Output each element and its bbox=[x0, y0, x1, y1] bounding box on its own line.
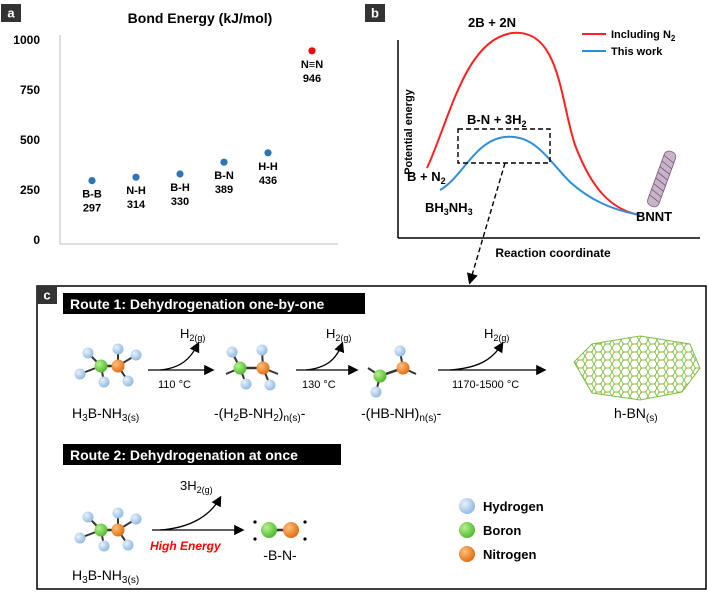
molecule-polyaminoborane bbox=[225, 344, 279, 391]
hbn-sheet-icon bbox=[573, 335, 701, 401]
h2-label-1: H2(g) bbox=[180, 326, 205, 343]
y-tick-500: 500 bbox=[20, 133, 40, 147]
panel-b-ylabel: Potential energy bbox=[403, 88, 415, 174]
transition-highlight-box bbox=[457, 128, 551, 164]
legend-hydrogen-swatch bbox=[459, 498, 475, 514]
species-hbn: h-BN(s) bbox=[614, 405, 658, 424]
route2-title-box bbox=[63, 444, 341, 465]
condition-110: 110 °C bbox=[158, 379, 191, 391]
panel-b-xlabel: Reaction coordinate bbox=[495, 246, 611, 260]
route1-title-box bbox=[63, 293, 365, 314]
h2-label-3: H2(g) bbox=[484, 326, 509, 343]
point-4 bbox=[220, 158, 228, 166]
species-h3b-nh3-route2: H3B-NH3(s) bbox=[72, 567, 139, 586]
curve-this-work bbox=[439, 135, 641, 216]
point-label-6: N≡N bbox=[301, 59, 323, 71]
legend-this-work: This work bbox=[611, 46, 663, 58]
molecule-polyiminoborane bbox=[367, 345, 417, 398]
h2-release-arrow-2 bbox=[305, 341, 345, 371]
species-bn: -B-N- bbox=[263, 547, 297, 563]
point-label-1: B-B bbox=[82, 189, 102, 201]
route1-title: Route 1: Dehydrogenation one-by-one bbox=[70, 296, 325, 312]
point-3 bbox=[176, 170, 184, 178]
legend-hydrogen: Hydrogen bbox=[483, 499, 544, 514]
label-bnnt: BNNT bbox=[636, 209, 672, 224]
panel-b-label: b bbox=[371, 6, 379, 21]
curve-including-n2 bbox=[426, 31, 641, 216]
legend-nitrogen: Nitrogen bbox=[483, 547, 537, 562]
legend-including-n2: Including N2 bbox=[611, 29, 676, 43]
species-h3b-nh3: H3B-NH3(s) bbox=[72, 405, 139, 424]
y-tick-750: 750 bbox=[20, 83, 40, 97]
h2-release-arrow-1 bbox=[159, 341, 200, 371]
species-polyaminoborane: -(H2B-NH2)n(s)- bbox=[214, 405, 306, 424]
point-value-5: 436 bbox=[259, 175, 277, 187]
point-label-2: N-H bbox=[126, 185, 146, 197]
panel-c-label-box bbox=[37, 286, 57, 304]
label-bn-3h2: B-N + 3H2 bbox=[467, 112, 527, 129]
point-2 bbox=[132, 173, 140, 181]
species-polyiminoborane: -(HB-NH)n(s)- bbox=[361, 405, 442, 424]
point-value-1: 297 bbox=[83, 203, 101, 215]
label-bh3nh3: BH3NH3 bbox=[425, 200, 473, 217]
data-points: B-B 297 N-H 314 B-H 330 B-N 389 H-H 436 N≡N 946 bbox=[82, 47, 323, 215]
point-1 bbox=[88, 177, 96, 185]
zoom-arrow bbox=[466, 162, 506, 285]
chart-title: Bond Energy (kJ/mol) bbox=[128, 10, 273, 26]
panel-c-frame bbox=[36, 285, 707, 590]
condition-1170-1500: 1170-1500 °C bbox=[452, 379, 519, 391]
y-tick-0: 0 bbox=[33, 233, 40, 247]
panel-a: a Bond Energy (kJ/mol) 0 250 500 750 1000 B-… bbox=[1, 4, 338, 247]
h2-release-arrow-route2 bbox=[159, 495, 222, 531]
route2-title: Route 2: Dehydrogenation at once bbox=[70, 447, 298, 463]
h2-release-arrow-3 bbox=[449, 341, 504, 371]
panel-a-label-box bbox=[1, 4, 21, 22]
panel-b: b Potential energy Reaction coordinate 2… bbox=[365, 4, 700, 285]
molecule-ammonia-borane bbox=[74, 343, 142, 388]
point-6 bbox=[308, 47, 316, 55]
point-label-3: B-H bbox=[170, 182, 190, 194]
point-value-2: 314 bbox=[127, 199, 146, 211]
point-label-4: B-N bbox=[214, 170, 234, 182]
point-value-6: 946 bbox=[303, 73, 321, 85]
legend-boron-swatch bbox=[459, 522, 475, 538]
point-label-5: H-H bbox=[258, 161, 278, 173]
nanotube-icon bbox=[647, 150, 677, 208]
legend-nitrogen-swatch bbox=[459, 546, 475, 562]
label-2b-2n: 2B + 2N bbox=[468, 15, 516, 30]
condition-high-energy: High Energy bbox=[150, 539, 222, 553]
panel-c-label: c bbox=[43, 288, 50, 303]
point-value-3: 330 bbox=[171, 196, 189, 208]
molecule-bn-unit bbox=[253, 520, 307, 541]
y-tick-labels: 0 250 500 750 1000 bbox=[13, 33, 40, 247]
point-value-4: 389 bbox=[215, 184, 233, 196]
molecule-ammonia-borane-route2 bbox=[74, 507, 142, 552]
panel-b-label-box bbox=[365, 4, 385, 22]
y-tick-1000: 1000 bbox=[13, 33, 40, 47]
panel-c: c Route 1: Dehydrogenation one-by-one H3… bbox=[36, 285, 707, 590]
legend-boron: Boron bbox=[483, 523, 521, 538]
h2-label-route2: 3H2(g) bbox=[180, 478, 213, 495]
h2-label-2: H2(g) bbox=[326, 326, 351, 343]
label-b-n2: B + N2 bbox=[407, 169, 446, 186]
condition-130: 130 °C bbox=[302, 379, 336, 391]
point-5 bbox=[264, 149, 272, 157]
y-tick-250: 250 bbox=[20, 183, 40, 197]
panel-a-label: a bbox=[7, 6, 15, 21]
